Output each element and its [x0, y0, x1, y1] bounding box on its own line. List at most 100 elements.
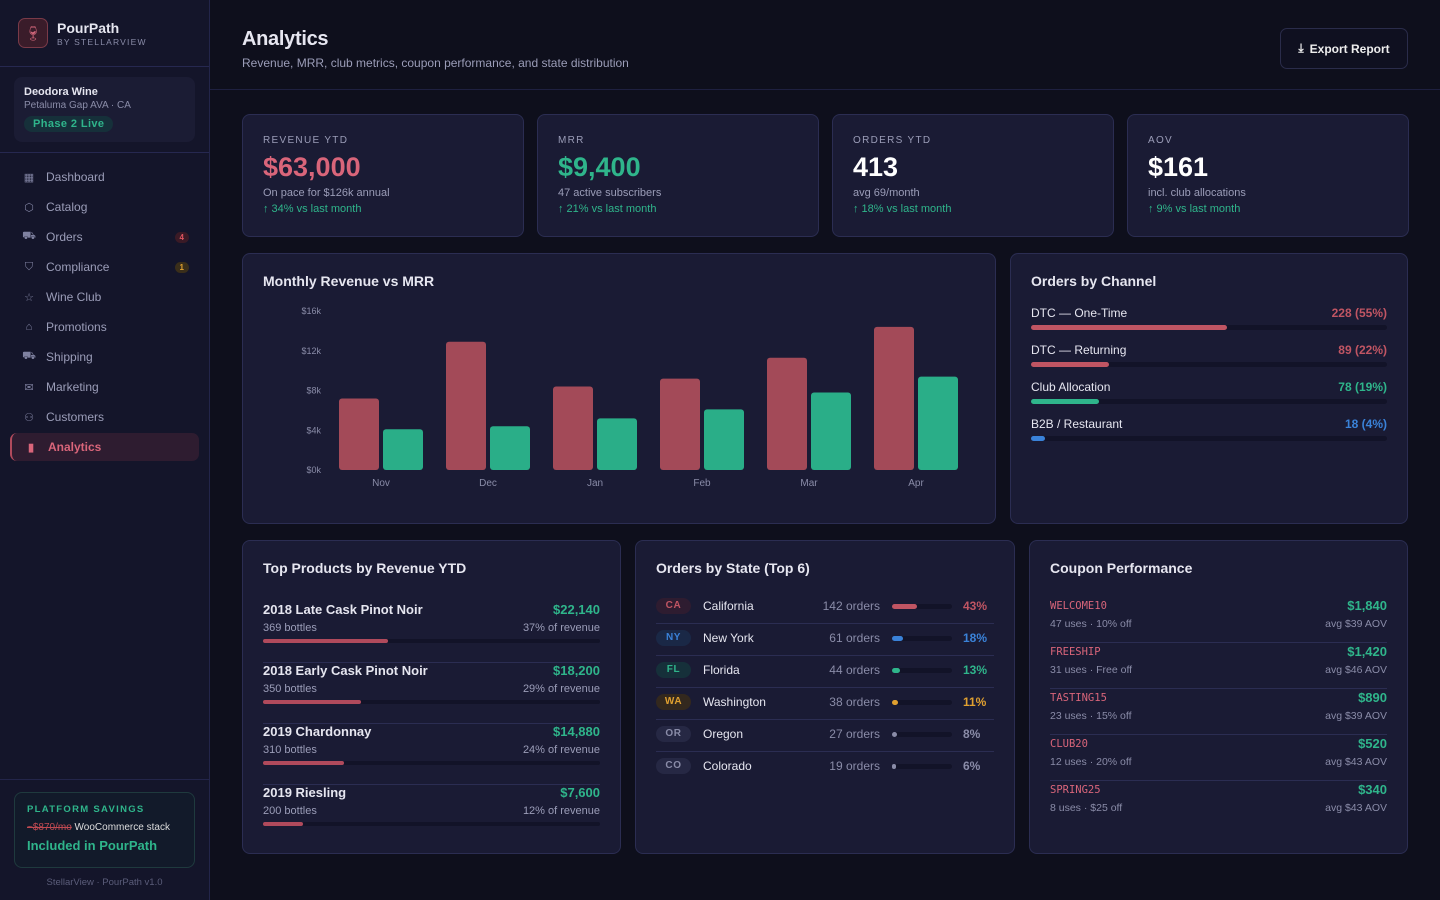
main: Analytics Revenue, MRR, club metrics, co…: [210, 0, 1440, 900]
coupon-aov: avg $43 AOV: [1325, 756, 1387, 768]
state-percent: 11%: [963, 695, 987, 709]
sidebar-item-catalog[interactable]: ⬡ Catalog: [10, 193, 199, 221]
y-tick-label: $8k: [306, 386, 321, 396]
coupon-aov: avg $46 AOV: [1325, 664, 1387, 676]
state-name: Colorado: [703, 759, 752, 773]
revenue-chart: $0k $4k $8k $12k $16k Nov Dec Jan Feb Mar Apr: [301, 306, 958, 489]
coupon-aov: avg $39 AOV: [1325, 710, 1387, 722]
kpi-sub: avg 69/month: [853, 187, 920, 199]
product-row[interactable]: 2019 Riesling $7,600 200 bottles 12% of …: [263, 785, 600, 846]
channel-value: 18 (4%): [1344, 417, 1387, 431]
product-share: 12% of revenue: [522, 805, 600, 817]
savings-title: PLATFORM SAVINGS: [27, 804, 145, 815]
bar-mrr-feb: [704, 409, 744, 470]
sidebar-item-label: Dashboard: [46, 170, 105, 184]
coupon-row[interactable]: WELCOME10 47 uses · 10% off $1,840 avg $…: [1050, 597, 1387, 643]
coupon-row[interactable]: TASTING15 23 uses · 15% off $890 avg $39…: [1050, 689, 1387, 735]
coupon-code: SPRING25: [1050, 784, 1101, 796]
coupon-row[interactable]: CLUB20 12 uses · 20% off $520 avg $43 AO…: [1050, 735, 1387, 781]
product-share: 24% of revenue: [522, 744, 600, 756]
revenue-chart-card: Monthly Revenue vs MRR $0k $4k $8k $12k $16k…: [242, 253, 996, 524]
coupon-row[interactable]: SPRING25 8 uses · $25 off $340 avg $43 A…: [1050, 781, 1387, 827]
state-percent: 18%: [963, 631, 988, 645]
sidebar-item-promotions[interactable]: ⌂ Promotions: [10, 313, 199, 341]
orders-by-channel-card: Orders by Channel DTC — One-Time 228 (55…: [1010, 253, 1408, 524]
sidebar-item-customers[interactable]: ⚇ Customers: [10, 403, 199, 431]
sidebar-item-label: Compliance: [46, 260, 110, 274]
state-code-badge: FL: [656, 662, 691, 678]
state-percent: 6%: [963, 759, 981, 773]
sidebar-item-label: Analytics: [48, 440, 102, 454]
state-code-badge: NY: [656, 630, 691, 646]
coupon-code: FREESHIP: [1050, 646, 1101, 658]
coupon-row[interactable]: FREESHIP 31 uses · Free off $1,420 avg $…: [1050, 643, 1387, 689]
product-name: 2018 Early Cask Pinot Noir: [263, 663, 428, 678]
y-tick-label: $0k: [306, 465, 321, 475]
kpi-sub: On pace for $126k annual: [263, 187, 390, 199]
bar-mrr-dec: [490, 426, 530, 470]
coupon-uses: 31 uses · Free off: [1050, 664, 1133, 676]
sidebar-item-shipping[interactable]: ⛟ Shipping: [10, 343, 199, 371]
sidebar-item-compliance[interactable]: ⛉ Compliance 1: [10, 253, 199, 281]
brand-name: PourPath: [57, 19, 120, 36]
kpi-sub: 47 active subscribers: [558, 187, 662, 199]
brand: 🍷︎ PourPath BY STELLARVIEW: [0, 0, 209, 67]
truck-icon: ⛟: [22, 350, 36, 362]
product-share-bar: [263, 822, 600, 826]
sidebar-item-wine-club[interactable]: ☆ Wine Club: [10, 283, 199, 311]
org-location: Petaluma Gap AVA · CA: [24, 100, 131, 111]
x-tick-label: Mar: [800, 478, 818, 489]
platform-savings-card: PLATFORM SAVINGS ~$870/mo WooCommerce st…: [14, 792, 195, 868]
kpi-value: 413: [853, 152, 899, 182]
bar-mrr-mar: [811, 392, 851, 470]
products-title: Top Products by Revenue YTD: [263, 560, 467, 576]
state-orders: 61 orders: [829, 631, 880, 645]
bar-chart-icon: ▮: [27, 441, 35, 454]
product-bottles: 369 bottles: [263, 622, 317, 634]
y-tick-label: $16k: [301, 306, 321, 316]
product-revenue: $14,880: [553, 724, 600, 739]
grid-icon: ▦: [23, 171, 35, 184]
y-tick-label: $12k: [301, 346, 321, 356]
stack-label: WooCommerce stack: [74, 822, 170, 833]
sidebar-item-label: Promotions: [46, 320, 107, 334]
product-row[interactable]: 2018 Early Cask Pinot Noir $18,200 350 b…: [263, 663, 600, 724]
state-bar: [892, 636, 952, 641]
bar-mrr-jan: [597, 418, 637, 470]
version-label: StellarView · PourPath v1.0: [46, 877, 163, 888]
coupon-performance-card: Coupon Performance WELCOME10 47 uses · 1…: [1029, 540, 1408, 854]
state-percent: 43%: [963, 599, 988, 613]
channel-label: B2B / Restaurant: [1031, 417, 1123, 431]
channel-label: DTC — One-Time: [1031, 306, 1128, 320]
coupon-code: CLUB20: [1050, 738, 1088, 750]
state-orders: 19 orders: [829, 759, 880, 773]
channel-row: DTC — One-Time 228 (55%): [1031, 306, 1387, 336]
sidebar-item-dashboard[interactable]: ▦ Dashboard: [10, 163, 199, 191]
org-name: Deodora Wine: [24, 86, 98, 98]
kpi-sub: incl. club allocations: [1148, 187, 1246, 199]
coupon-uses: 23 uses · 15% off: [1050, 710, 1132, 722]
sidebar-item-orders[interactable]: ⛟ Orders 4: [10, 223, 199, 251]
sidebar-item-label: Wine Club: [46, 290, 102, 304]
state-row: NY New York 61 orders 18%: [656, 624, 994, 656]
kpi-value: $63,000: [263, 152, 361, 182]
state-bar: [892, 668, 952, 673]
channel-row: B2B / Restaurant 18 (4%): [1031, 417, 1387, 447]
kpi-trend: ↑ 34% vs last month: [263, 203, 362, 215]
state-bar: [892, 732, 952, 737]
org-card[interactable]: Deodora Wine Petaluma Gap AVA · CA Phase…: [14, 77, 195, 142]
state-orders: 44 orders: [829, 663, 880, 677]
export-report-button[interactable]: ⤓ Export Report: [1280, 28, 1408, 69]
bar-revenue-apr: [874, 326, 914, 470]
state-orders: 142 orders: [822, 599, 880, 613]
sidebar-item-analytics[interactable]: ▮ Analytics: [10, 433, 199, 461]
state-name: Washington: [703, 695, 766, 709]
product-row[interactable]: 2018 Late Cask Pinot Noir $22,140 369 bo…: [263, 602, 600, 663]
count-badge: 4: [174, 231, 189, 243]
state-code-badge: CO: [656, 758, 691, 774]
sidebar-item-marketing[interactable]: ✉ Marketing: [10, 373, 199, 401]
product-row[interactable]: 2019 Chardonnay $14,880 310 bottles 24% …: [263, 724, 600, 785]
state-bar: [892, 604, 952, 609]
page-title: Analytics: [242, 28, 329, 50]
coupons-title: Coupon Performance: [1050, 560, 1193, 576]
